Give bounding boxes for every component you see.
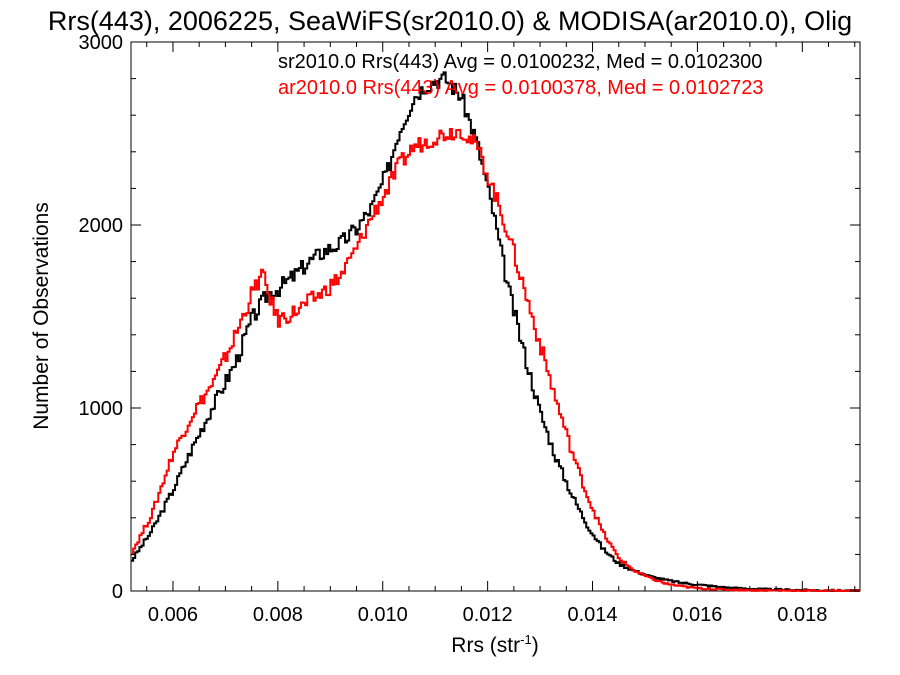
x-axis-label: Rrs (str-1)	[451, 632, 538, 657]
x-axis-label-superscript: -1	[520, 632, 532, 647]
x-tick-label: 0.010	[358, 604, 408, 626]
plot-frame	[130, 41, 861, 592]
x-tick-label: 0.012	[463, 604, 513, 626]
ticks-layer: 0.006 0.008 0.010 0.012 0.014 0.016 0.018 0 1000…	[79, 32, 860, 626]
x-tick-label: 0.018	[777, 604, 827, 626]
y-tick-label: 0	[112, 581, 123, 603]
legend-entry-sr2010: sr2010.0 Rrs(443) Avg = 0.0100232, Med =…	[278, 51, 762, 73]
y-tick-label: 2000	[79, 215, 124, 237]
series-layer	[131, 71, 860, 592]
chart-title: Rrs(443), 2006225, SeaWiFS(sr2010.0) & M…	[48, 6, 852, 36]
x-tick-label: 0.008	[253, 604, 303, 626]
series-line-ar2010	[131, 127, 860, 592]
legend-entry-ar2010: ar2010.0 Rrs(443) Avg = 0.0100378, Med =…	[278, 77, 764, 99]
y-tick-label: 1000	[79, 398, 124, 420]
x-axis-label-main: Rrs (str	[451, 634, 520, 657]
x-tick-label: 0.016	[672, 604, 722, 626]
x-axis-label-close: )	[532, 634, 539, 657]
x-tick-label: 0.006	[148, 604, 198, 626]
y-tick-label: 3000	[79, 32, 124, 54]
y-axis-label: Number of Observations	[30, 202, 53, 430]
series-line-sr2010	[131, 71, 860, 592]
x-tick-label: 0.014	[567, 604, 617, 626]
